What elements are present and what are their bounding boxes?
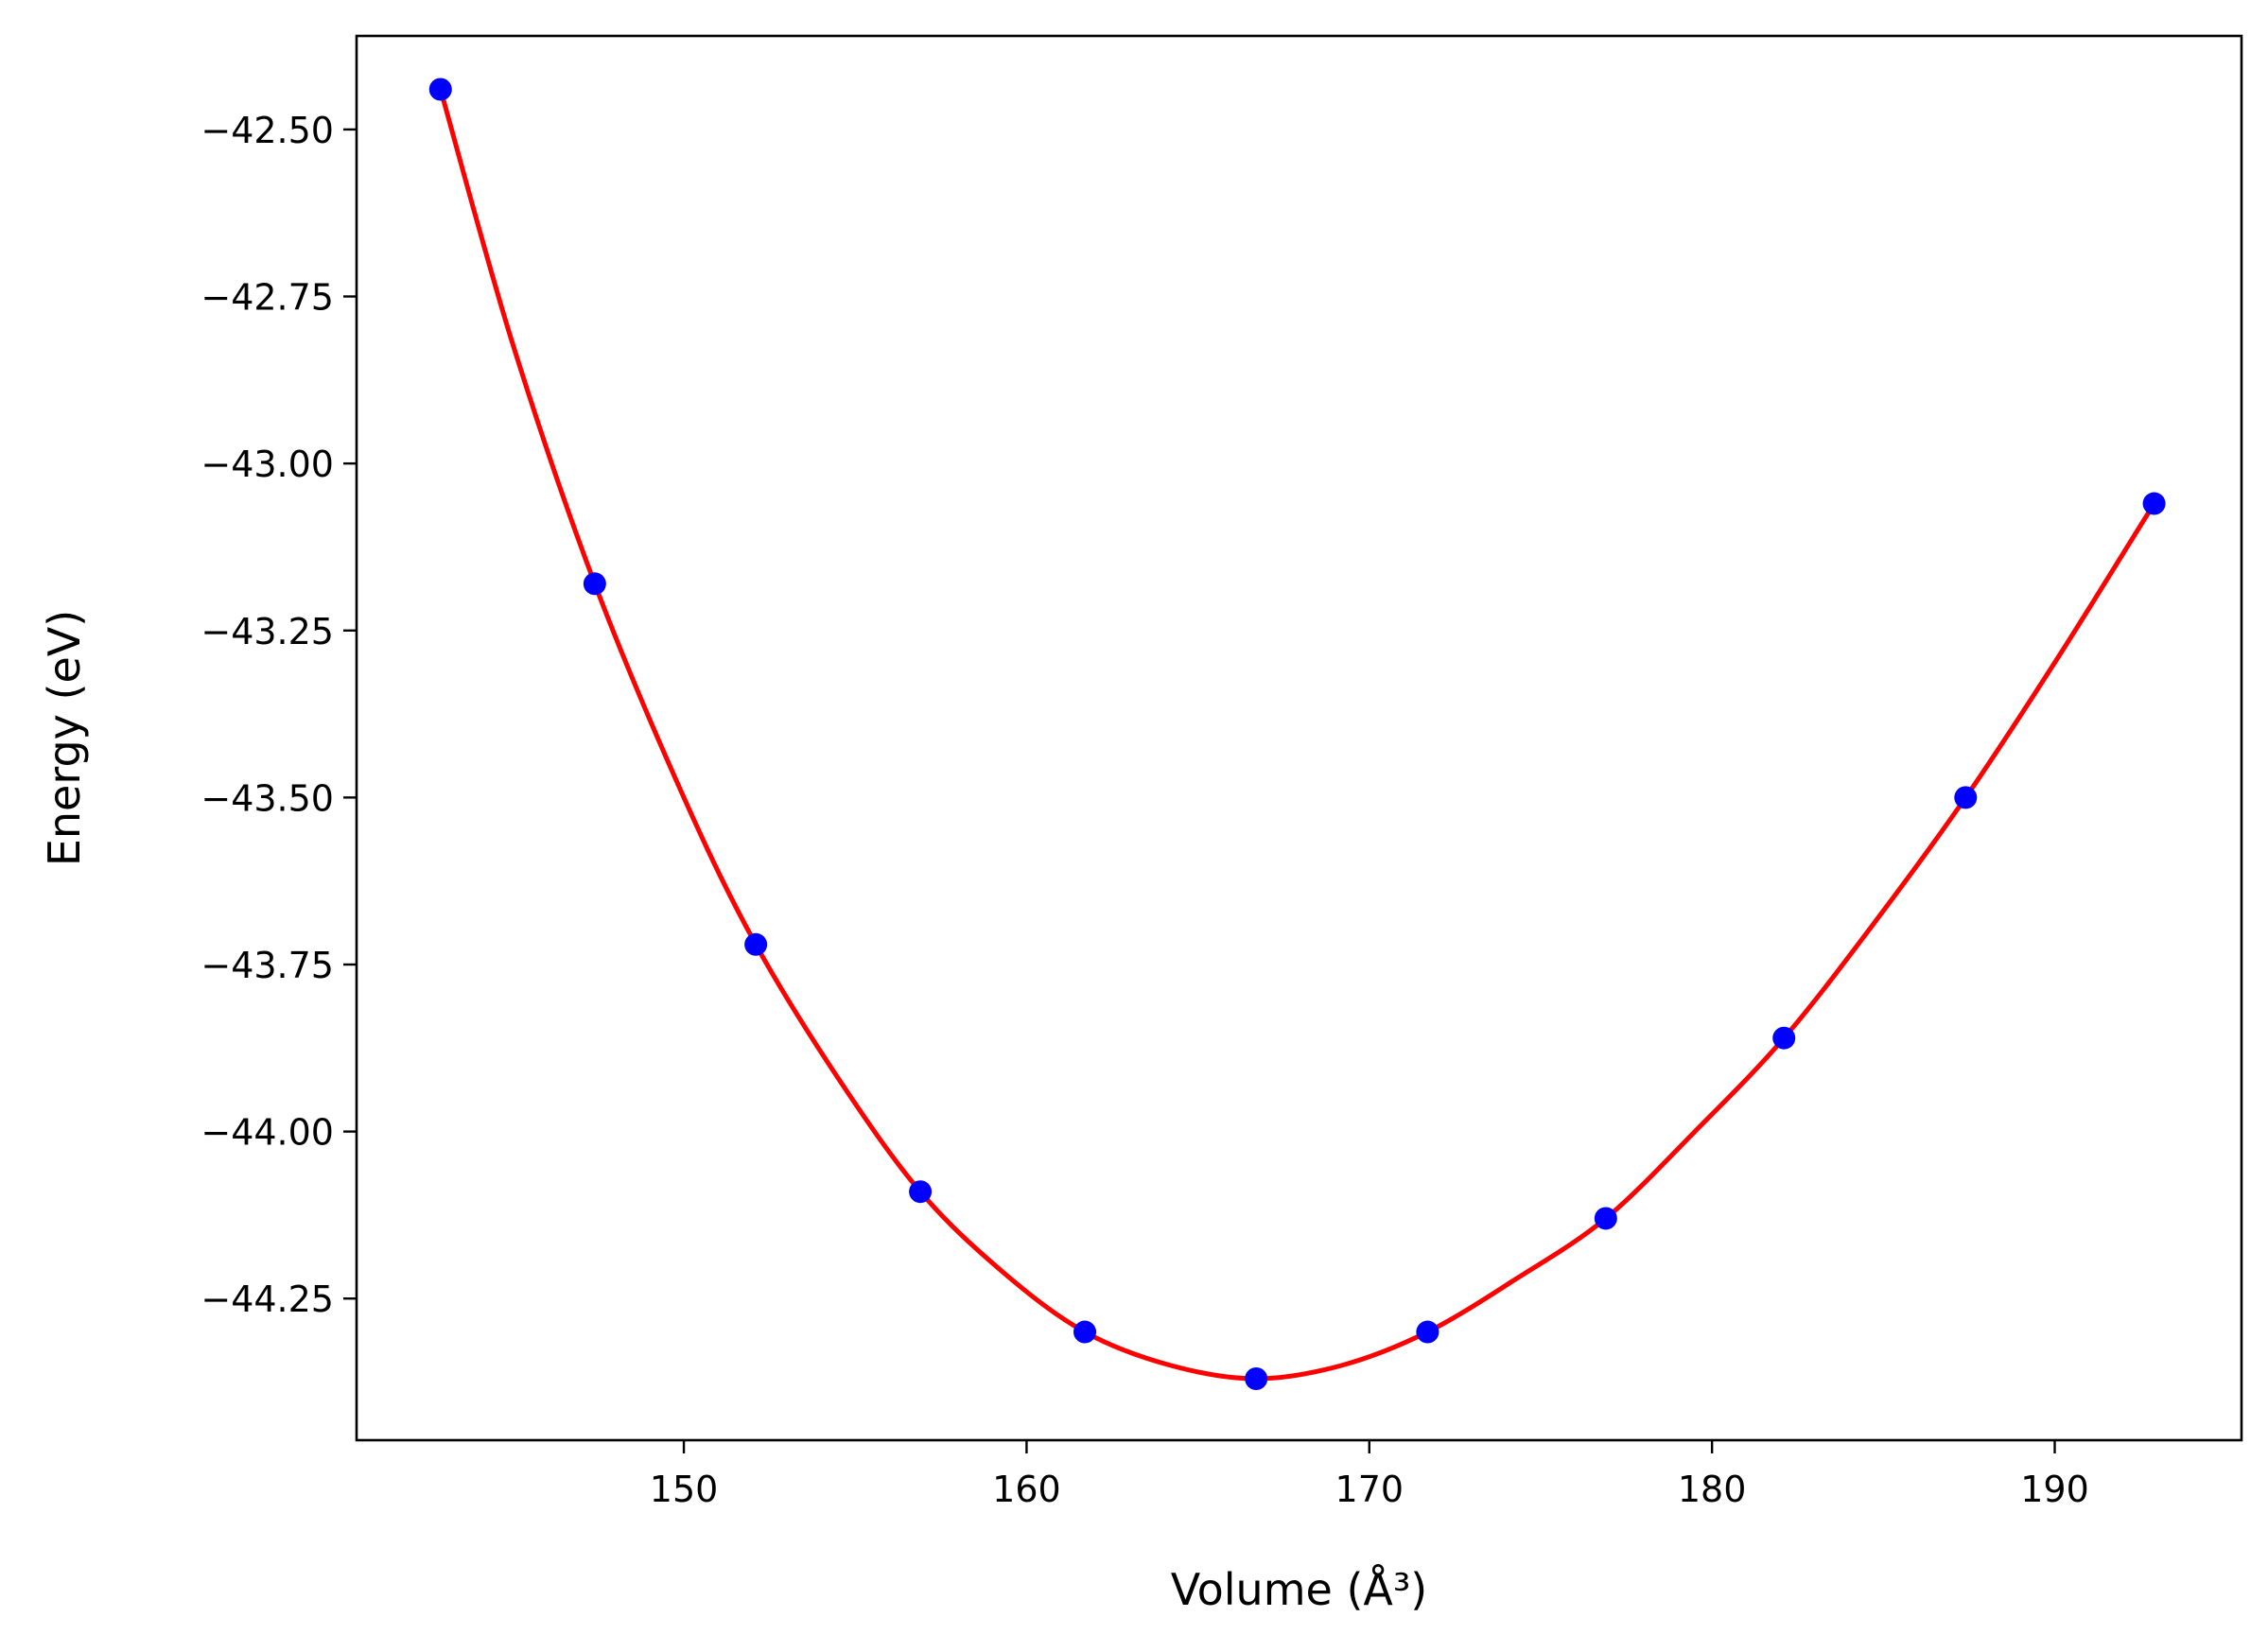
- fit-curve-layer: [438, 87, 2157, 1382]
- x-tick-label: 150: [650, 1469, 719, 1510]
- data-points-layer: [428, 78, 2166, 1390]
- x-tick-label: 160: [992, 1469, 1061, 1510]
- data-point: [2142, 492, 2166, 515]
- x-tick-label: 190: [2020, 1469, 2089, 1510]
- y-tick-label: −44.25: [201, 1278, 334, 1320]
- data-point: [428, 78, 452, 101]
- y-axis-label: Energy (eV): [39, 610, 90, 866]
- y-tick-label: −43.25: [201, 611, 334, 652]
- y-tick-label: −42.75: [201, 277, 334, 319]
- y-tick-label: −42.50: [201, 110, 334, 151]
- data-point: [1416, 1320, 1439, 1344]
- data-point: [1073, 1320, 1097, 1344]
- y-tick-label: −44.00: [201, 1112, 334, 1154]
- plot-frame: [355, 34, 2243, 1442]
- data-point: [1594, 1207, 1617, 1230]
- x-tick-label: 180: [1678, 1469, 1747, 1510]
- y-tick-label: −43.75: [201, 945, 334, 986]
- data-point: [583, 572, 606, 596]
- data-point: [1772, 1026, 1796, 1050]
- x-axis-ticks: 150 160 170 180 190: [650, 1440, 2089, 1510]
- data-point: [909, 1180, 933, 1204]
- y-tick-label: −43.50: [201, 777, 334, 819]
- data-point: [744, 932, 768, 956]
- data-point: [1245, 1367, 1268, 1390]
- y-tick-label: −43.00: [201, 443, 334, 485]
- fit-curve-line: [438, 87, 2157, 1382]
- data-point: [1954, 786, 1978, 809]
- x-tick-label: 170: [1335, 1469, 1404, 1510]
- x-axis-label: Volume (Å³): [1171, 1564, 1428, 1615]
- y-axis-ticks: −42.50 −42.75 −43.00 −43.25 −43.50 −43.75 −44.…: [201, 110, 357, 1320]
